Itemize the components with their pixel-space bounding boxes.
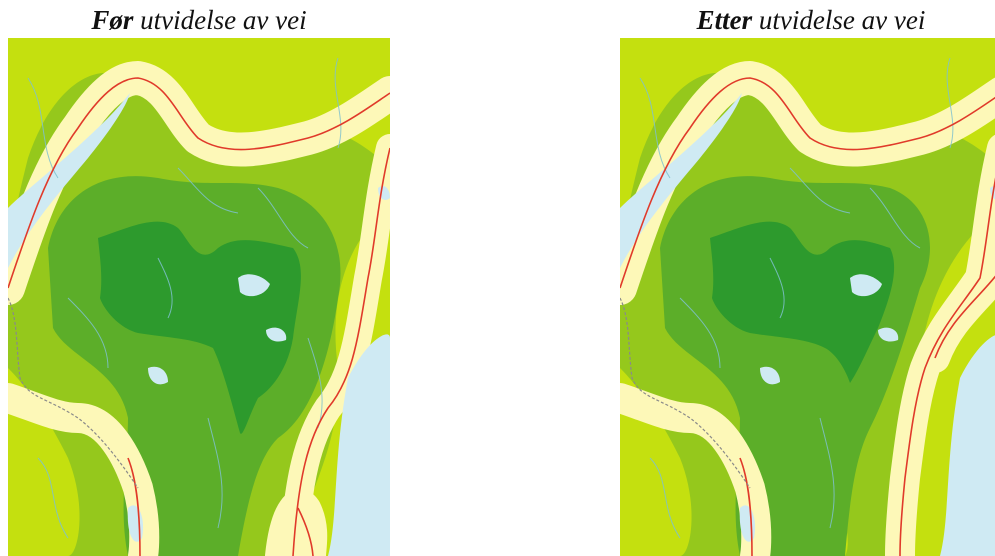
boundary-line <box>8 297 139 489</box>
before-map <box>8 38 390 556</box>
before-caption: Før utvidelse av vei <box>8 4 390 36</box>
before-caption-text: utvidelse av vei <box>133 5 307 35</box>
after-panel: Etter utvidelse av vei <box>620 0 995 556</box>
lake <box>760 366 780 385</box>
near-zone <box>8 38 390 278</box>
after-caption-text: utvidelse av vei <box>752 5 926 35</box>
lake <box>940 335 995 556</box>
near-zone <box>620 38 995 278</box>
road-buffer <box>8 383 160 556</box>
before-caption-emphasis: Før <box>91 5 134 35</box>
after-map <box>620 38 995 556</box>
road-buffer <box>620 383 772 556</box>
road-buffer <box>265 489 328 556</box>
before-panel: Før utvidelse av vei <box>8 0 390 556</box>
boundary-line <box>620 297 751 489</box>
lake <box>620 93 742 268</box>
streams <box>639 57 954 539</box>
lake <box>328 334 390 556</box>
far-zone <box>710 221 895 383</box>
lake <box>266 327 287 342</box>
lake <box>238 274 270 297</box>
lake <box>148 366 168 385</box>
lake <box>850 274 882 297</box>
after-caption-emphasis: Etter <box>696 5 753 35</box>
lake <box>8 93 130 268</box>
roads <box>8 77 390 556</box>
streams <box>27 57 342 539</box>
after-caption: Etter utvidelse av vei <box>620 4 995 36</box>
lake <box>878 327 899 342</box>
